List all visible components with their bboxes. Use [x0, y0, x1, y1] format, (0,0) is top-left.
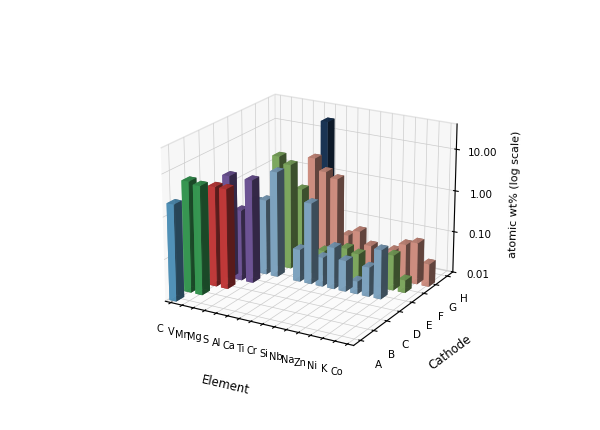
Y-axis label: Cathode: Cathode: [427, 332, 474, 372]
X-axis label: Element: Element: [200, 373, 251, 396]
